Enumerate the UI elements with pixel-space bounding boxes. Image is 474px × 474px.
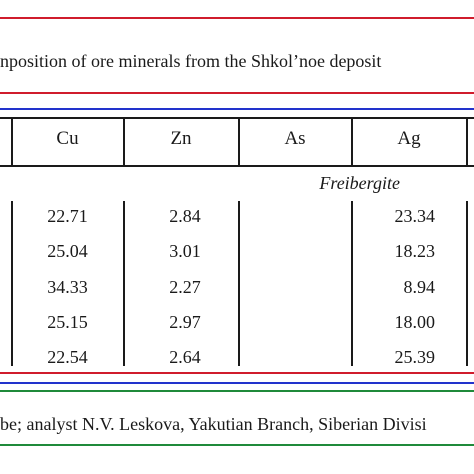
header-blue-rule	[0, 108, 474, 110]
cell-zn: 3.01	[169, 241, 201, 261]
header-divider-2	[238, 117, 240, 165]
body-divider-1	[123, 201, 125, 366]
body-divider-2	[238, 201, 240, 366]
cell-zn: 2.64	[169, 347, 201, 367]
cell-zn: 2.84	[169, 206, 201, 226]
column-header-as: As	[284, 128, 306, 149]
cell-cu: 34.33	[47, 277, 88, 297]
footnote-bottom-green-rule	[0, 444, 474, 446]
body-divider-3	[351, 201, 353, 366]
table-footnote: be; analyst N.V. Leskova, Yakutian Branc…	[0, 414, 427, 434]
section-title: Freibergite	[319, 173, 400, 193]
cell-cu: 22.54	[47, 347, 88, 367]
table-bottom-blue-rule	[0, 382, 474, 384]
table-bottom-green-rule	[0, 390, 474, 392]
top-red-rule	[0, 17, 474, 19]
cell-ag: 23.34	[394, 206, 436, 226]
cell-cu: 25.04	[47, 241, 88, 261]
header-divider-4	[466, 117, 468, 165]
cell-ag: 18.23	[394, 241, 436, 261]
table-top-border	[0, 117, 474, 119]
header-divider-1	[123, 117, 125, 165]
cell-cu: 22.71	[47, 206, 88, 226]
column-header-ag: Ag	[397, 128, 421, 149]
cell-ag: 8.94	[403, 277, 436, 297]
cell-cu: 25.15	[47, 312, 88, 332]
table-bottom-red-rule	[0, 372, 474, 374]
table-caption: nposition of ore minerals from the Shkol…	[0, 51, 382, 71]
cell-zn: 2.27	[169, 277, 201, 297]
header-divider-3	[351, 117, 353, 165]
header-divider-0	[11, 117, 13, 165]
body-divider-0	[11, 201, 13, 366]
cell-zn: 2.97	[169, 312, 201, 332]
cell-ag: 18.00	[394, 312, 436, 332]
header-bottom-border	[0, 165, 474, 167]
column-header-zn: Zn	[170, 128, 192, 149]
caption-red-rule	[0, 92, 474, 94]
composition-table	[0, 117, 474, 381]
body-divider-4	[466, 201, 468, 366]
cell-ag: 25.39	[394, 347, 436, 367]
column-header-cu: Cu	[56, 128, 79, 149]
